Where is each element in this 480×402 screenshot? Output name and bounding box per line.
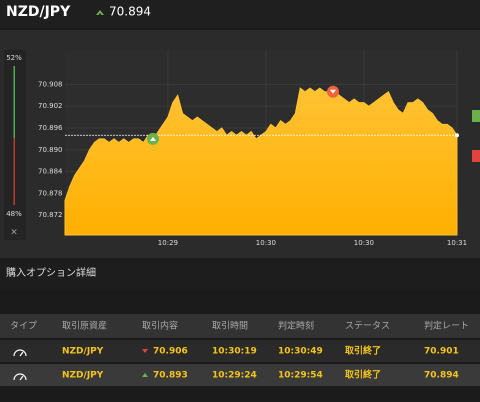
y-tick-label: 70.896	[38, 124, 63, 132]
column-header: 取引原資産	[62, 320, 107, 332]
x-tick-label: 10:30	[354, 239, 374, 247]
current-price: 70.894	[109, 5, 151, 19]
cell: 70.901	[424, 347, 459, 357]
y-tick-label: 70.884	[38, 168, 63, 176]
section-bar	[0, 258, 480, 290]
x-tick-label: 10:29	[158, 239, 178, 247]
cell: 10:30:19	[212, 347, 257, 357]
up-bar	[13, 66, 15, 139]
side-tab-down[interactable]	[472, 150, 480, 162]
marker-arrow	[330, 89, 336, 94]
column-header: 判定時刻	[278, 320, 314, 332]
marker-arrow	[150, 136, 156, 141]
cell: NZD/JPY	[62, 371, 104, 381]
y-tick-label: 70.902	[38, 102, 63, 110]
column-header: ステータス	[345, 321, 390, 332]
cell: 70.906	[153, 347, 188, 357]
up-icon	[96, 10, 104, 15]
cell: 10:29:24	[212, 371, 257, 381]
side-tab-up[interactable]	[472, 110, 480, 122]
y-tick-label: 70.878	[38, 189, 63, 197]
table-header-bg	[0, 314, 480, 338]
header-bar	[0, 0, 480, 28]
column-header: 取引内容	[142, 320, 178, 332]
symbol: NZD/JPY	[6, 4, 71, 20]
current-price-dot	[455, 133, 459, 138]
y-tick-label: 70.890	[38, 146, 63, 154]
down-percent: 48%	[6, 210, 22, 218]
cell: 70.894	[424, 371, 459, 381]
table-row[interactable]	[0, 340, 480, 362]
column-header: タイプ	[10, 321, 37, 332]
direction-icon	[142, 349, 148, 353]
cell: NZD/JPY	[62, 347, 104, 357]
column-header: 判定レート	[424, 320, 469, 332]
down-bar	[13, 138, 15, 205]
x-tick-label: 10:30	[256, 239, 276, 247]
column-header: 取引時間	[212, 321, 248, 332]
y-tick-label: 70.872	[38, 211, 63, 219]
cell: 10:30:49	[278, 347, 323, 357]
table-row[interactable]	[0, 364, 480, 386]
x-tick-label: 10:31	[447, 239, 467, 247]
type-icon	[13, 349, 27, 357]
close-button[interactable]: ×	[10, 228, 18, 238]
direction-icon	[142, 373, 148, 377]
cell: 10:29:54	[278, 371, 323, 381]
cell: 取引終了	[345, 345, 381, 357]
up-percent: 52%	[6, 54, 22, 62]
section-title: 購入オプション詳細	[6, 266, 96, 279]
cell: 取引終了	[345, 369, 381, 381]
type-icon	[13, 373, 27, 381]
cell: 70.893	[153, 371, 188, 381]
price-area	[64, 87, 458, 236]
y-tick-label: 70.908	[38, 80, 63, 88]
